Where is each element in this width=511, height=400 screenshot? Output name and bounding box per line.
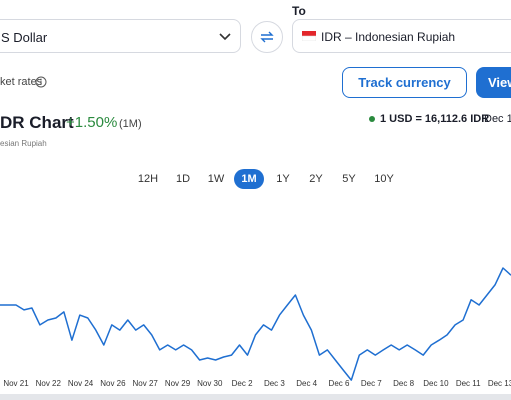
chevron [219,33,231,41]
x-tick-label: Nov 22 [36,379,62,388]
range-button[interactable]: 5Y [342,173,356,185]
to-currency: IDR – Indonesian Rupiah [321,30,456,44]
x-tick-label: Nov 30 [197,379,223,388]
x-tick-label: Nov 21 [3,379,29,388]
swap-button[interactable] [251,21,283,53]
x-tick-label: Dec 13 [488,379,511,388]
rate: 1 USD = 16,112.6 IDR [380,113,490,125]
track-button[interactable]: Track currency [342,67,467,98]
chart-title: DR Chart [0,113,74,132]
chart-period: (1M) [119,118,142,130]
range-button[interactable]: 1M [234,169,264,189]
from-select[interactable]: S Dollar [0,19,241,53]
x-tick-label: Nov 26 [100,379,126,388]
status-dot [369,116,375,122]
range-button[interactable]: 1W [207,173,225,185]
x-tick-label: Dec 7 [361,379,382,388]
chart-change: +1.50% [66,114,118,131]
x-tick-label: Nov 27 [133,379,159,388]
x-tick-label: Nov 24 [68,379,94,388]
market-rates: ket rates [0,76,43,88]
x-tick-label: Dec 4 [296,379,317,388]
range-button[interactable]: 2Y [309,173,323,185]
rate-line [0,267,511,381]
to-label: To [292,4,306,18]
x-tick-label: Dec 8 [393,379,414,388]
range-button[interactable]: 1Y [276,173,290,185]
flag [302,31,316,41]
x-tick-label: Dec 2 [232,379,253,388]
scrollbar [0,394,511,400]
info-icon [35,76,47,88]
chart: Nov 21 Nov 22 Nov 24 Nov 26 Nov 27 Nov 29 Nov … [0,267,511,400]
from-currency: S Dollar [1,30,48,45]
view-button[interactable]: View [476,67,511,98]
x-tick-label: Nov 29 [165,379,191,388]
chart-subtitle: esian Rupiah [0,139,47,148]
range-button[interactable]: 12H [137,173,159,185]
x-tick-label: Dec 11 [456,379,481,388]
x-tick-label: Dec 3 [264,379,285,388]
to-select[interactable]: IDR – Indonesian Rupiah [292,19,511,53]
swap-icon [260,31,274,43]
x-tick-label: Dec 6 [329,379,350,388]
x-tick-label: Dec 10 [423,379,449,388]
range-button[interactable]: 1D [175,173,191,185]
rate-date: Dec 17 [484,113,511,125]
range-button[interactable]: 10Y [374,173,394,185]
